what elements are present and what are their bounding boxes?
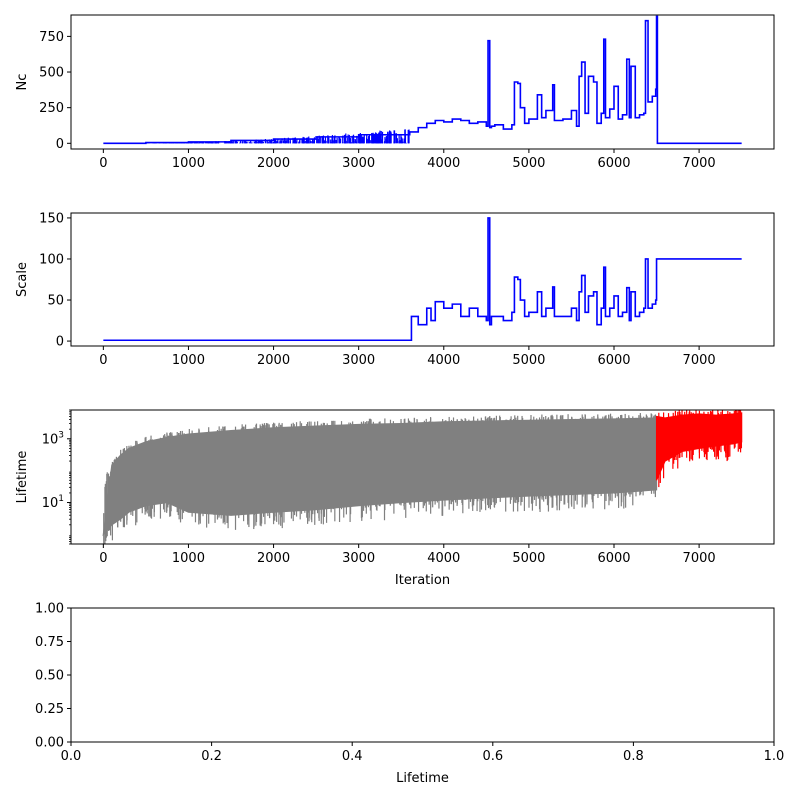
x-tick-label: 5000 (512, 551, 545, 566)
x-tick-label: 2000 (257, 551, 290, 566)
subplot-1: 0 1000 2000 3000 4000 5000 6000 7000 0 250 500 750 N… (15, 14, 775, 171)
x-tick-label: 7000 (683, 551, 716, 566)
y-tick-label: 750 (39, 30, 64, 45)
x-tick-label: 0.2 (201, 749, 222, 764)
series-1-line (103, 15, 742, 145)
x-tick-label: 3000 (342, 156, 375, 171)
x-tick-label: 5000 (512, 156, 545, 171)
x-tick-label: 7000 (683, 353, 716, 368)
x-tick-label: 0.6 (482, 749, 503, 764)
axes-frame (70, 607, 775, 743)
x-tick-label: 1000 (172, 156, 205, 171)
y-tick-label: 0.00 (35, 736, 64, 751)
plot-area (102, 410, 743, 544)
x-axis-label: Iteration (395, 573, 450, 588)
y-tick-label: 101 (42, 494, 64, 511)
x-tick-label: 7000 (683, 156, 716, 171)
x-tick-label: 6000 (597, 156, 630, 171)
x-tick-label: 5000 (512, 353, 545, 368)
y-tick-label: 0 (56, 137, 64, 152)
x-tick-label: 0.0 (61, 749, 82, 764)
x-tick-label: 4000 (427, 156, 460, 171)
y-tick-label: 0.75 (35, 635, 64, 650)
x-tick-label: 0.8 (623, 749, 644, 764)
x-tick-label: 6000 (597, 353, 630, 368)
plot-area (103, 217, 742, 342)
x-tick-label: 3000 (342, 551, 375, 566)
y-tick-label: 250 (39, 101, 64, 116)
x-tick-label: 0 (99, 156, 107, 171)
x-tick-label: 0 (99, 551, 107, 566)
y-tick-label: 500 (39, 66, 64, 81)
x-tick-label: 3000 (342, 353, 375, 368)
subplot-4: 0.0 0.2 0.4 0.6 0.8 1.0 0.00 0.25 0.50 0.75 1.00 Li… (35, 602, 784, 787)
y-tick-label: 103 (42, 430, 64, 447)
subplot-3: 0 1000 2000 3000 4000 5000 6000 7000 101 103 Lifet… (15, 409, 775, 588)
axes-frame (70, 14, 775, 150)
series-1-line (103, 217, 742, 342)
y-tick-label: 50 (47, 294, 64, 309)
x-tick-label: 6000 (597, 551, 630, 566)
y-tick-label: 0.25 (35, 702, 64, 717)
y-tick-label: 100 (39, 252, 64, 267)
x-tick-label: 2000 (257, 353, 290, 368)
y-axis-label: Nc (15, 74, 30, 91)
x-tick-label: 0 (99, 353, 107, 368)
subplot-2: 0 1000 2000 3000 4000 5000 6000 7000 0 50 100 150 Sc… (15, 211, 775, 368)
x-tick-label: 0.4 (342, 749, 363, 764)
x-tick-label: 1.0 (764, 749, 785, 764)
y-tick-label: 150 (39, 211, 64, 226)
x-axis-label: Lifetime (396, 771, 449, 786)
x-tick-label: 4000 (427, 353, 460, 368)
y-tick-label: 0 (56, 335, 64, 350)
axes-frame (70, 409, 775, 545)
y-tick-label: 1.00 (35, 602, 64, 617)
x-tick-label: 2000 (257, 156, 290, 171)
plot-area (103, 15, 742, 145)
y-axis-label: Lifetime (15, 451, 30, 504)
x-tick-label: 4000 (427, 551, 460, 566)
x-tick-label: 1000 (172, 353, 205, 368)
y-tick-label: 0.50 (35, 669, 64, 684)
y-axis-label: Scale (15, 262, 30, 297)
axes-frame (70, 212, 775, 347)
x-tick-label: 1000 (172, 551, 205, 566)
